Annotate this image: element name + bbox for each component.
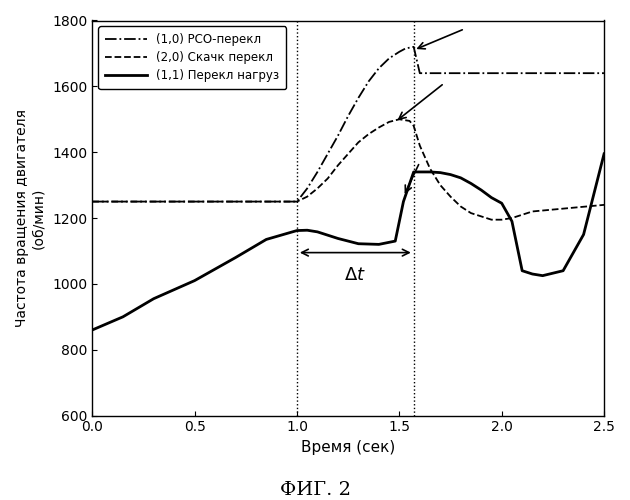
(1,0) РСО-перекл [375, 65, 382, 71]
(2,0) Скачк перекл [396, 116, 403, 122]
Legend: (1,0) РСО-перекл, (2,0) Скачк перекл, (1,1) Перекл нагруз: (1,0) РСО-перекл, (2,0) Скачк перекл, (1… [98, 26, 286, 89]
(1,1) Перекл нагруз [580, 232, 587, 237]
(1,1) Перекл нагруз [467, 180, 475, 186]
(1,0) РСО-перекл [427, 70, 434, 76]
(1,1) Перекл нагруз [324, 232, 331, 238]
(1,1) Перекл нагруз [478, 187, 485, 193]
(1,1) Перекл нагруз [498, 200, 505, 206]
(2,0) Скачк перекл [457, 204, 464, 210]
(1,1) Перекл нагруз [399, 198, 407, 204]
(1,0) РСО-перекл [88, 198, 96, 204]
(2,0) Скачк перекл [386, 119, 393, 125]
(1,1) Перекл нагруз [600, 151, 608, 157]
(2,0) Скачк перекл [478, 214, 485, 220]
(1,1) Перекл нагруз [447, 172, 454, 177]
(1,1) Перекл нагруз [437, 170, 444, 175]
(2,0) Скачк перекл [508, 215, 516, 221]
(1,0) РСО-перекл [304, 186, 311, 192]
(1,0) РСО-перекл [334, 132, 341, 138]
(1,1) Перекл нагруз [457, 175, 464, 181]
(2,0) Скачк перекл [410, 123, 418, 129]
(1,0) РСО-перекл [420, 70, 428, 76]
(2,0) Скачк перекл [416, 142, 423, 148]
X-axis label: Время (сек): Время (сек) [301, 440, 395, 455]
(1,0) РСО-перекл [402, 46, 410, 52]
(1,1) Перекл нагруз [191, 278, 198, 283]
(1,0) РСО-перекл [410, 44, 418, 50]
(1,1) Перекл нагруз [263, 236, 270, 242]
(2,0) Скачк перекл [427, 166, 434, 172]
(1,0) РСО-перекл [355, 95, 362, 101]
(1,1) Перекл нагруз [539, 272, 546, 278]
(1,1) Перекл нагруз [304, 227, 311, 233]
(2,0) Скачк перекл [345, 151, 352, 157]
(2,0) Скачк перекл [334, 162, 341, 168]
(1,1) Перекл нагруз [488, 194, 495, 200]
(2,0) Скачк перекл [488, 216, 495, 222]
(2,0) Скачк перекл [447, 194, 454, 200]
(2,0) Скачк перекл [365, 131, 372, 137]
(1,1) Перекл нагруз [232, 254, 239, 260]
(1,1) Перекл нагруз [334, 236, 341, 242]
(2,0) Скачк перекл [600, 202, 608, 208]
(2,0) Скачк перекл [355, 140, 362, 145]
(1,0) РСО-перекл [314, 169, 321, 175]
Y-axis label: Частота вращения двигателя
(об/мин): Частота вращения двигателя (об/мин) [15, 109, 45, 327]
(1,0) РСО-перекл [386, 56, 393, 62]
(2,0) Скачк перекл [498, 216, 505, 222]
(1,1) Перекл нагруз [410, 169, 418, 175]
(1,1) Перекл нагруз [529, 271, 536, 277]
(2,0) Скачк перекл [324, 176, 331, 182]
(1,1) Перекл нагруз [314, 229, 321, 235]
(1,0) РСО-перекл [324, 151, 331, 157]
(1,0) РСО-перекл [437, 70, 444, 76]
(1,1) Перекл нагруз [391, 238, 399, 244]
(1,1) Перекл нагруз [119, 314, 127, 320]
(2,0) Скачк перекл [518, 212, 526, 218]
(1,1) Перекл нагруз [427, 169, 434, 175]
(1,1) Перекл нагруз [293, 228, 301, 234]
(2,0) Скачк перекл [529, 208, 536, 214]
(1,1) Перекл нагруз [508, 218, 516, 224]
(2,0) Скачк перекл [314, 186, 321, 192]
(1,1) Перекл нагруз [88, 327, 96, 333]
(1,0) РСО-перекл [416, 70, 423, 76]
(1,0) РСО-перекл [293, 198, 301, 204]
(1,1) Перекл нагруз [416, 169, 423, 175]
Line: (1,1) Перекл нагруз: (1,1) Перекл нагруз [92, 154, 604, 330]
Line: (1,0) РСО-перекл: (1,0) РСО-перекл [92, 47, 604, 202]
(2,0) Скачк перекл [406, 118, 413, 124]
(1,0) РСО-перекл [396, 49, 403, 55]
(2,0) Скачк перекл [88, 198, 96, 204]
(1,0) РСО-перекл [365, 78, 372, 84]
(1,1) Перекл нагруз [518, 268, 526, 274]
(1,1) Перекл нагруз [355, 240, 362, 246]
(1,0) РСО-перекл [345, 113, 352, 119]
Text: $\Delta t$: $\Delta t$ [345, 266, 366, 284]
(1,1) Перекл нагруз [150, 296, 158, 302]
(2,0) Скачк перекл [304, 194, 311, 200]
(1,1) Перекл нагруз [375, 242, 382, 248]
Text: ФИГ. 2: ФИГ. 2 [280, 481, 350, 499]
(2,0) Скачк перекл [375, 124, 382, 130]
(1,1) Перекл нагруз [559, 268, 567, 274]
(2,0) Скачк перекл [437, 182, 444, 188]
(2,0) Скачк перекл [467, 210, 475, 216]
Line: (2,0) Скачк перекл: (2,0) Скачк перекл [92, 120, 604, 220]
(2,0) Скачк перекл [293, 198, 301, 204]
(1,0) РСО-перекл [600, 70, 608, 76]
